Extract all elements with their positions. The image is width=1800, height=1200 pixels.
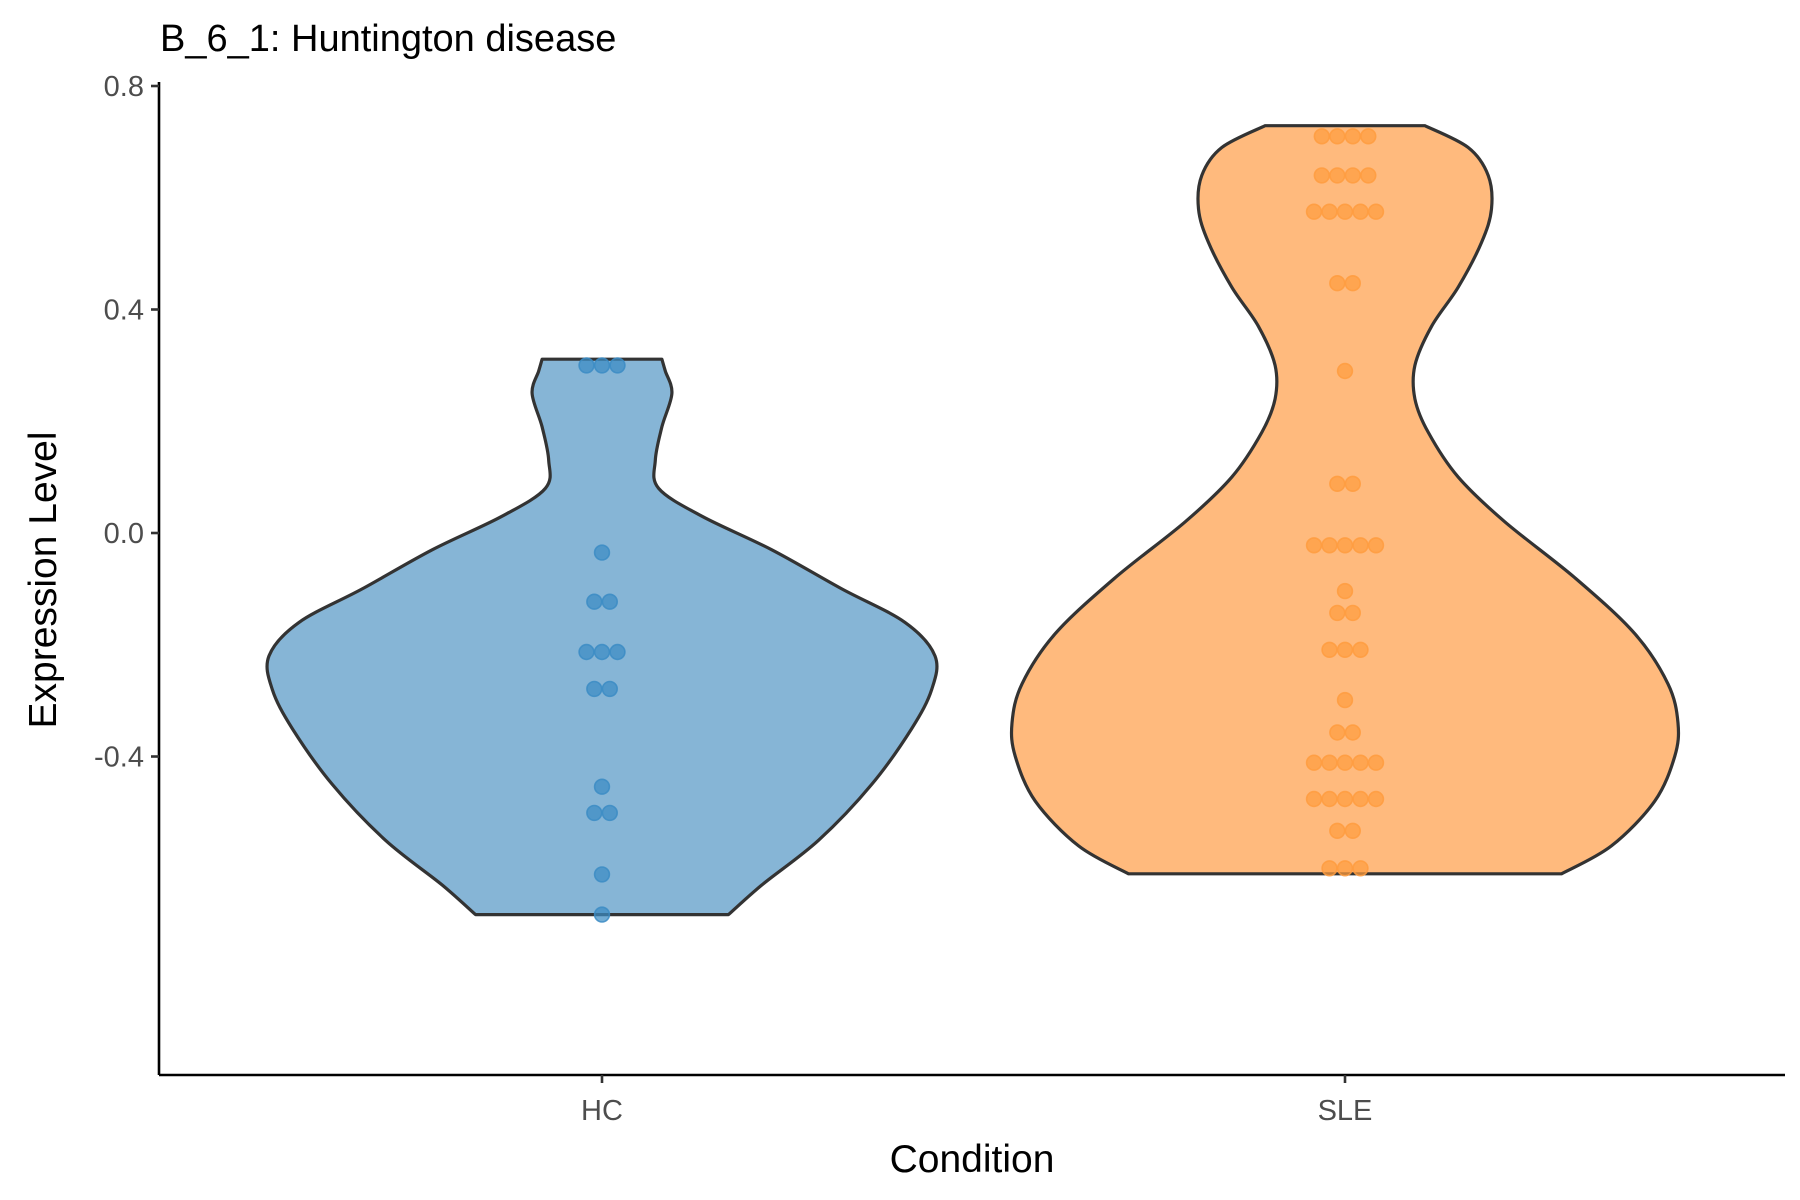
data-point-hc bbox=[593, 544, 611, 561]
violin-sle bbox=[1009, 124, 1681, 876]
data-point-sle bbox=[1352, 790, 1369, 808]
violin-hc bbox=[265, 357, 939, 917]
data-point-sle bbox=[1336, 582, 1354, 600]
data-point-sle bbox=[1305, 203, 1323, 220]
data-point-sle bbox=[1329, 128, 1346, 145]
data-point-sle bbox=[1336, 362, 1354, 380]
y-tick-label: 0.8 bbox=[104, 71, 144, 103]
y-tick-label: 0.4 bbox=[104, 295, 144, 327]
data-point-hc bbox=[609, 357, 626, 374]
data-point-hc bbox=[586, 593, 603, 610]
x-tick-label: HC bbox=[581, 1095, 623, 1127]
data-point-sle bbox=[1344, 724, 1362, 741]
points-layer bbox=[578, 128, 1385, 923]
data-point-hc bbox=[601, 804, 618, 822]
data-point-sle bbox=[1352, 641, 1369, 658]
data-point-hc bbox=[609, 643, 626, 661]
data-point-hc bbox=[593, 906, 611, 923]
data-point-sle bbox=[1313, 167, 1331, 184]
data-point-sle bbox=[1305, 537, 1323, 554]
data-point-sle bbox=[1344, 475, 1362, 492]
data-point-sle bbox=[1336, 860, 1354, 877]
data-point-sle bbox=[1305, 754, 1323, 771]
data-point-hc bbox=[601, 593, 618, 610]
data-point-sle bbox=[1344, 275, 1362, 292]
data-point-sle bbox=[1336, 537, 1354, 554]
data-point-sle bbox=[1329, 822, 1346, 839]
data-point-sle bbox=[1321, 641, 1338, 658]
data-point-sle bbox=[1336, 691, 1354, 709]
data-point-sle bbox=[1329, 167, 1346, 184]
data-point-sle bbox=[1321, 537, 1338, 554]
x-tick-label: SLE bbox=[1318, 1095, 1373, 1127]
data-point-hc bbox=[601, 680, 618, 698]
data-point-sle bbox=[1360, 128, 1377, 145]
chart-title: B_6_1: Huntington disease bbox=[160, 18, 616, 60]
data-point-sle bbox=[1321, 203, 1338, 220]
data-point-hc bbox=[578, 357, 595, 374]
data-point-hc bbox=[586, 804, 603, 822]
data-point-sle bbox=[1329, 275, 1346, 292]
data-point-sle bbox=[1352, 754, 1369, 771]
data-point-hc bbox=[586, 680, 603, 698]
data-point-sle bbox=[1360, 167, 1377, 184]
y-tick-label: -0.4 bbox=[94, 742, 144, 774]
data-point-sle bbox=[1344, 822, 1362, 839]
data-point-sle bbox=[1329, 604, 1346, 622]
data-point-sle bbox=[1321, 754, 1338, 771]
data-point-sle bbox=[1344, 128, 1362, 145]
data-point-sle bbox=[1367, 203, 1385, 220]
data-point-sle bbox=[1344, 604, 1362, 622]
x-axis-label: Condition bbox=[890, 1138, 1055, 1181]
data-point-sle bbox=[1367, 754, 1385, 771]
data-point-sle bbox=[1305, 790, 1323, 808]
data-point-hc bbox=[593, 778, 611, 795]
data-point-sle bbox=[1313, 128, 1331, 145]
y-tick-label: 0.0 bbox=[104, 518, 144, 550]
y-axis-label: Expression Level bbox=[22, 432, 65, 729]
data-point-sle bbox=[1344, 167, 1362, 184]
x-axis: HC SLE bbox=[159, 1073, 1785, 1127]
data-point-hc bbox=[578, 643, 595, 661]
data-point-hc bbox=[593, 357, 611, 374]
data-point-sle bbox=[1321, 860, 1338, 877]
y-axis: 0.8 0.4 0.0 -0.4 bbox=[94, 71, 161, 1075]
data-point-sle bbox=[1336, 203, 1354, 220]
data-point-sle bbox=[1321, 790, 1338, 808]
data-point-sle bbox=[1352, 537, 1369, 554]
data-point-sle bbox=[1352, 203, 1369, 220]
data-point-sle bbox=[1336, 754, 1354, 771]
violin-layer bbox=[265, 124, 1681, 917]
data-point-sle bbox=[1336, 641, 1354, 658]
data-point-sle bbox=[1329, 475, 1346, 492]
data-point-hc bbox=[593, 866, 611, 883]
data-point-sle bbox=[1329, 724, 1346, 741]
data-point-sle bbox=[1367, 790, 1385, 808]
data-point-sle bbox=[1336, 790, 1354, 808]
data-point-sle bbox=[1352, 860, 1369, 877]
data-point-hc bbox=[593, 643, 611, 661]
data-point-sle bbox=[1367, 537, 1385, 554]
